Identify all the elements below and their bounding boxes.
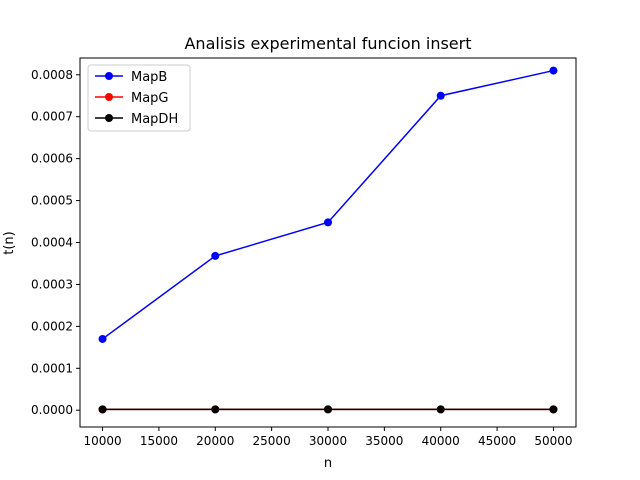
x-axis-label: n bbox=[324, 456, 332, 471]
chart-title: Analisis experimental funcion insert bbox=[184, 34, 471, 53]
legend-label-mapg: MapG bbox=[131, 91, 169, 106]
data-point-mapb bbox=[98, 334, 107, 343]
data-point-mapdh bbox=[211, 405, 220, 414]
y-tick-label: 0.0008 bbox=[31, 68, 73, 82]
x-tick-label: 10000 bbox=[83, 434, 121, 448]
data-point-mapdh bbox=[98, 405, 107, 414]
data-point-mapb bbox=[324, 218, 332, 227]
x-tick-label: 20000 bbox=[196, 434, 234, 448]
x-tick-label: 15000 bbox=[140, 434, 178, 448]
y-tick-label: 0.0003 bbox=[31, 277, 73, 291]
x-tick-label: 40000 bbox=[422, 434, 460, 448]
x-axis-ticks: 10000 15000 20000 25000 30000 35000 40000 45000… bbox=[83, 427, 573, 448]
legend-marker-mapb bbox=[105, 72, 113, 80]
data-point-mapb bbox=[436, 91, 445, 100]
x-tick-label: 50000 bbox=[534, 434, 572, 448]
legend-label-mapdh: MapDH bbox=[131, 112, 178, 127]
x-tick-label: 35000 bbox=[365, 434, 403, 448]
x-tick-label: 45000 bbox=[478, 434, 516, 448]
legend: MapB MapG MapDH bbox=[87, 64, 191, 132]
y-axis-label: t(n) bbox=[2, 231, 17, 254]
y-tick-label: 0.0001 bbox=[31, 361, 73, 375]
y-tick-label: 0.0000 bbox=[31, 403, 73, 417]
legend-box bbox=[87, 64, 191, 132]
y-axis-ticks: 0.0000 0.0001 0.0002 0.0003 0.0004 0.0005 0.00… bbox=[31, 68, 80, 417]
data-point-mapdh bbox=[436, 405, 445, 414]
data-point-mapdh bbox=[549, 405, 558, 414]
legend-marker-mapdh bbox=[105, 114, 113, 122]
legend-label-mapb: MapB bbox=[131, 70, 167, 85]
x-tick-label: 25000 bbox=[253, 434, 291, 448]
data-point-mapb bbox=[549, 66, 558, 75]
y-tick-label: 0.0004 bbox=[31, 236, 73, 250]
y-tick-label: 0.0006 bbox=[31, 152, 73, 166]
data-point-mapb bbox=[211, 251, 220, 260]
legend-marker-mapg bbox=[105, 93, 113, 101]
data-point-mapdh bbox=[324, 405, 332, 414]
y-tick-label: 0.0002 bbox=[31, 319, 73, 333]
x-tick-label: 30000 bbox=[309, 434, 347, 448]
y-tick-label: 0.0005 bbox=[31, 194, 73, 208]
y-tick-label: 0.0007 bbox=[31, 110, 73, 124]
series-layer bbox=[98, 66, 558, 414]
